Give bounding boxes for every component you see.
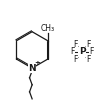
- Text: CH₃: CH₃: [41, 24, 55, 33]
- Text: F: F: [86, 55, 90, 64]
- Text: P: P: [79, 48, 85, 56]
- Text: F: F: [90, 48, 94, 56]
- Text: N: N: [28, 64, 36, 73]
- Text: +: +: [35, 59, 41, 66]
- Text: F: F: [74, 40, 78, 49]
- Text: F: F: [70, 48, 74, 56]
- Text: F: F: [74, 55, 78, 64]
- Text: F: F: [86, 40, 90, 49]
